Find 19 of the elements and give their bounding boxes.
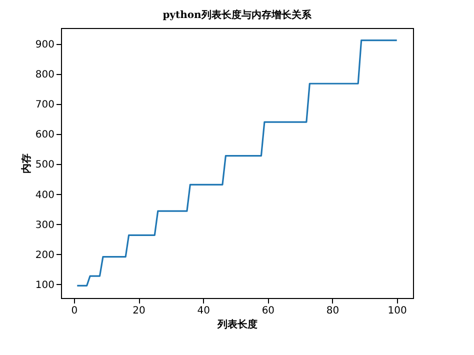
y-tick-label: 900 xyxy=(35,39,54,50)
y-tick-label: 400 xyxy=(35,190,54,201)
y-axis-title: 内存 xyxy=(20,154,32,174)
y-tick-label: 500 xyxy=(35,160,54,171)
y-tick-label: 600 xyxy=(35,130,54,141)
y-tick-label: 300 xyxy=(35,220,54,231)
y-tick-label: 800 xyxy=(35,70,54,80)
x-tick-label: 40 xyxy=(197,306,210,316)
x-tick-label: 20 xyxy=(132,306,146,316)
x-tick-label: 100 xyxy=(388,306,407,316)
y-tick-label: 200 xyxy=(35,250,54,261)
chart-title: python列表长度与内存增长关系 xyxy=(162,9,312,21)
x-tick-label: 80 xyxy=(326,306,340,316)
y-tick-label: 100 xyxy=(35,280,54,291)
x-tick-label: 0 xyxy=(71,306,78,316)
x-tick-label: 60 xyxy=(262,306,275,316)
line-series xyxy=(76,40,398,286)
y-tick-label: 700 xyxy=(35,100,54,111)
x-axis-title: 列表长度 xyxy=(216,318,258,330)
